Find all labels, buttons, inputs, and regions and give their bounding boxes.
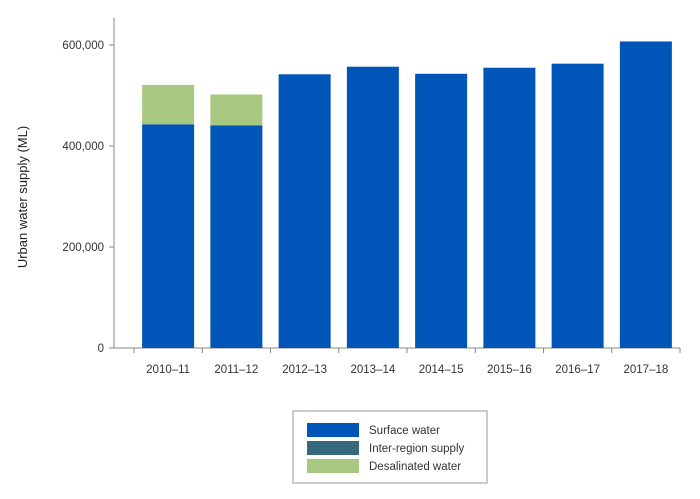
legend-swatch [307,441,359,455]
legend-label: Surface water [369,425,440,437]
legend: Surface water Inter-region supply Desalina… [292,410,488,484]
bar-surface-water [210,125,263,348]
x-axis: 2010–11 2011–12 2012–13 2013–14 2014–15 2015–… [114,347,681,376]
x-tick-label: 2013–14 [350,364,395,376]
y-tick-label: 0 [98,343,104,355]
bar-surface-water [346,66,399,348]
bar-surface-water [551,63,604,349]
legend-label: Inter-region supply [369,443,464,455]
bar-desalinated-water [210,94,263,126]
bar-surface-water [278,74,331,348]
x-tick-label: 2012–13 [282,364,327,376]
x-tick-label: 2017–18 [623,364,668,376]
bar-surface-water [619,41,672,349]
bar-desalinated-water [142,84,195,125]
x-tick-label: 2010–11 [146,364,190,376]
bar-surface-water [483,67,536,348]
legend-swatch [307,423,359,437]
legend-label: Desalinated water [369,461,461,473]
x-tick-label: 2014–15 [419,364,464,376]
bar-surface-water [142,124,195,348]
y-tick-label: 400,000 [62,141,104,153]
y-axis: 0 200,000 400,000 600,000 [62,18,115,355]
y-axis-title: Urban water supply (ML) [15,126,30,268]
y-tick-label: 600,000 [62,40,104,52]
x-tick-label: 2015–16 [487,364,532,376]
x-tick-label: 2016–17 [555,364,600,376]
legend-swatch [307,459,359,473]
bar-surface-water [415,73,468,348]
bars [142,41,672,349]
y-tick-label: 200,000 [62,242,104,254]
x-tick-label: 2011–12 [214,364,258,376]
